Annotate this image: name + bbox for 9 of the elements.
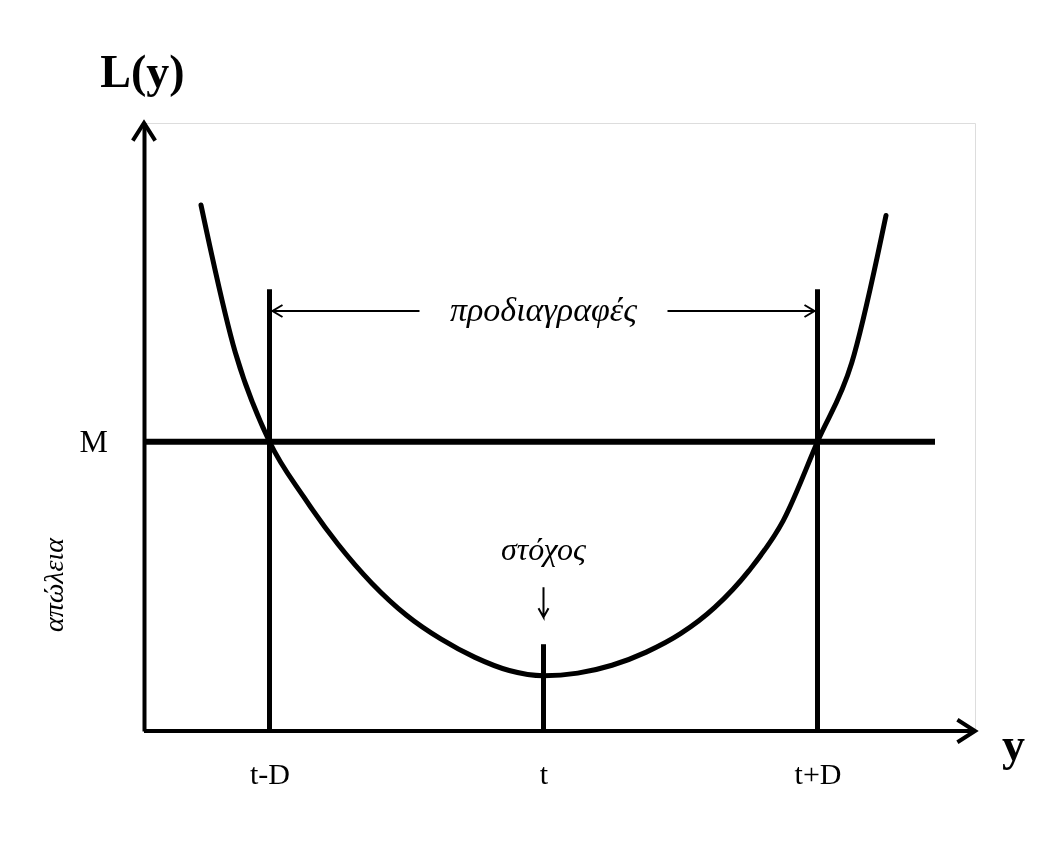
x-tick-label: t+D xyxy=(794,756,842,790)
x-tick-label: t-D xyxy=(250,756,290,790)
x-tick-label: t xyxy=(539,756,549,790)
x-axis-title: y xyxy=(1002,718,1025,770)
ref-line-label: M xyxy=(79,422,108,459)
y-axis-title: L(y) xyxy=(100,45,185,97)
text: απώλεια xyxy=(38,536,69,632)
annotation: προδιαγραφές xyxy=(449,291,638,328)
annotation: στόχος xyxy=(501,531,588,568)
